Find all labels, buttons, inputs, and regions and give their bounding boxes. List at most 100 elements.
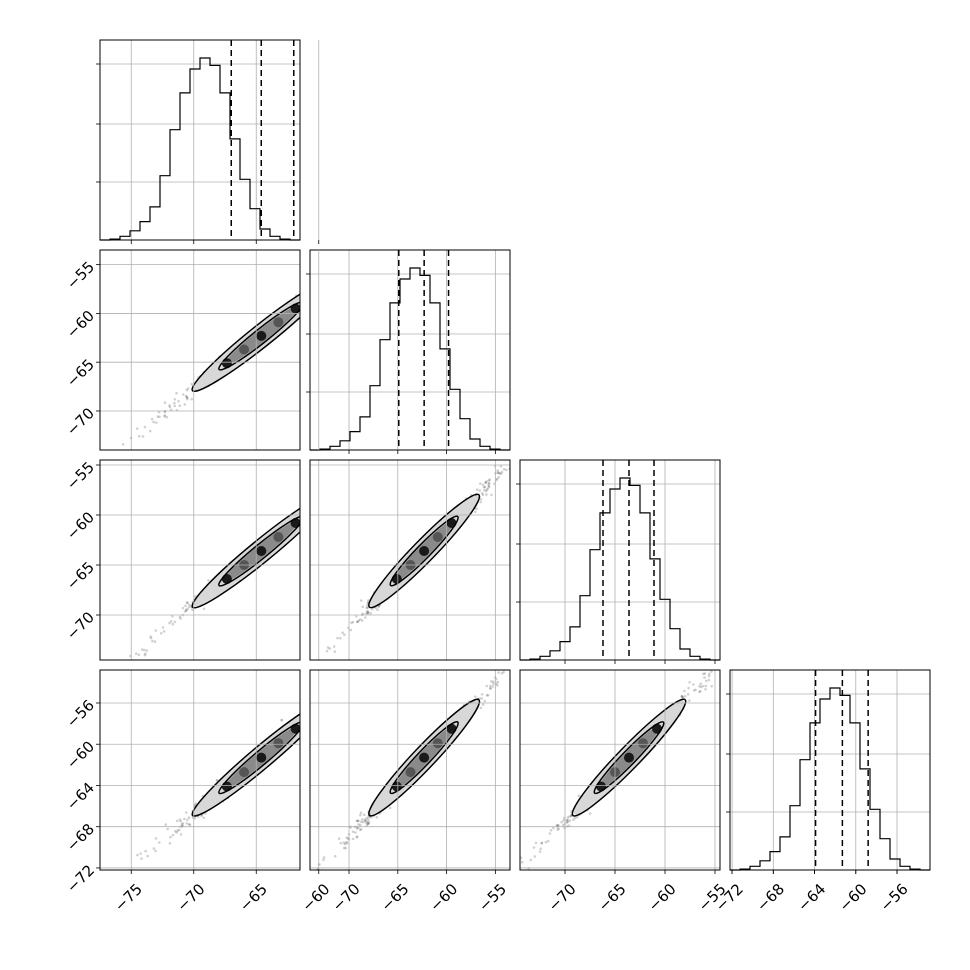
sample-point — [302, 292, 305, 295]
sample-point — [322, 856, 326, 859]
sample-point — [405, 436, 408, 439]
sample-point — [500, 672, 504, 675]
sample-point — [340, 687, 343, 690]
sample-point — [351, 620, 355, 624]
sample-point — [352, 468, 355, 471]
sample-point — [346, 268, 349, 271]
sample-point — [366, 603, 369, 607]
sample-point — [356, 819, 359, 823]
sample-point — [143, 653, 147, 657]
sample-point — [728, 644, 731, 647]
sample-point — [301, 670, 304, 673]
sample-point — [496, 471, 500, 475]
sample-point — [360, 818, 364, 821]
sample-point — [366, 611, 370, 614]
sample-point — [307, 292, 310, 295]
sample-point — [692, 683, 695, 686]
sample-point — [484, 481, 488, 485]
y-tick-label: −55 — [63, 258, 98, 293]
sample-point — [316, 509, 319, 512]
sample-point — [305, 523, 308, 526]
sample-point — [345, 836, 349, 839]
density-peak — [638, 738, 648, 749]
sample-point — [330, 698, 333, 701]
sample-point — [356, 675, 359, 678]
sample-point — [315, 507, 318, 510]
sample-point — [329, 492, 332, 495]
sample-point — [163, 414, 166, 417]
sample-point — [687, 686, 690, 690]
sample-point — [326, 284, 329, 287]
density-peak — [239, 344, 250, 355]
sample-point — [313, 294, 316, 297]
sample-point — [417, 213, 420, 216]
sample-point — [313, 294, 316, 297]
sample-point — [357, 263, 360, 266]
sample-point — [360, 677, 363, 680]
sample-point — [557, 823, 560, 827]
sample-point — [346, 475, 349, 478]
sample-point — [366, 822, 370, 825]
sample-point — [207, 579, 210, 582]
sample-point — [356, 467, 359, 470]
sample-point — [162, 630, 166, 633]
sample-point — [313, 508, 316, 511]
sample-point — [342, 841, 346, 844]
sample-point — [311, 712, 314, 715]
sample-point — [342, 846, 346, 850]
sample-point — [323, 496, 326, 499]
density-peak — [290, 518, 300, 528]
density-peak — [432, 738, 443, 749]
density-peak — [256, 330, 267, 341]
sample-point — [334, 278, 337, 281]
sample-point — [316, 867, 320, 870]
sample-point — [341, 690, 344, 693]
sample-point — [300, 304, 303, 307]
sample-point — [357, 819, 360, 823]
sample-point — [190, 382, 193, 386]
sample-point — [344, 267, 347, 270]
sample-point — [179, 820, 182, 823]
sample-point — [315, 714, 318, 717]
sample-point — [311, 667, 314, 670]
sample-point — [202, 607, 206, 611]
sample-point — [540, 841, 544, 845]
sample-point — [517, 663, 520, 666]
density-peak — [391, 574, 402, 584]
sample-point — [315, 293, 318, 296]
sample-point — [302, 718, 305, 721]
sample-point — [361, 612, 365, 616]
sample-point — [568, 819, 572, 822]
sample-point — [159, 632, 163, 635]
sample-point — [358, 471, 361, 474]
scatter-frame — [309, 669, 511, 871]
sample-point — [329, 699, 332, 702]
sample-point — [323, 700, 326, 703]
sample-point — [358, 681, 361, 684]
sample-point — [341, 267, 344, 270]
sample-point — [331, 278, 334, 281]
sample-point — [300, 715, 303, 718]
sample-point — [154, 849, 157, 853]
sample-point — [315, 716, 318, 719]
sample-point — [355, 819, 359, 823]
sample-point — [187, 822, 191, 826]
sample-point — [150, 417, 154, 421]
sample-point — [337, 490, 340, 493]
sample-point — [164, 823, 168, 826]
sample-point — [139, 852, 142, 855]
x-tick-label: −56 — [877, 880, 912, 915]
sample-point — [187, 816, 191, 819]
scatter-panel-4-1 — [99, 648, 395, 871]
sample-point — [177, 400, 180, 403]
sample-point — [392, 648, 395, 651]
sample-point — [186, 607, 189, 610]
sample-point — [351, 488, 354, 491]
sample-point — [158, 415, 161, 419]
sample-point — [692, 689, 696, 692]
sample-point — [335, 490, 338, 493]
sample-point — [552, 826, 555, 830]
density-peak — [419, 546, 430, 556]
y-tick-label: −65 — [63, 558, 98, 593]
sample-point — [306, 516, 309, 519]
